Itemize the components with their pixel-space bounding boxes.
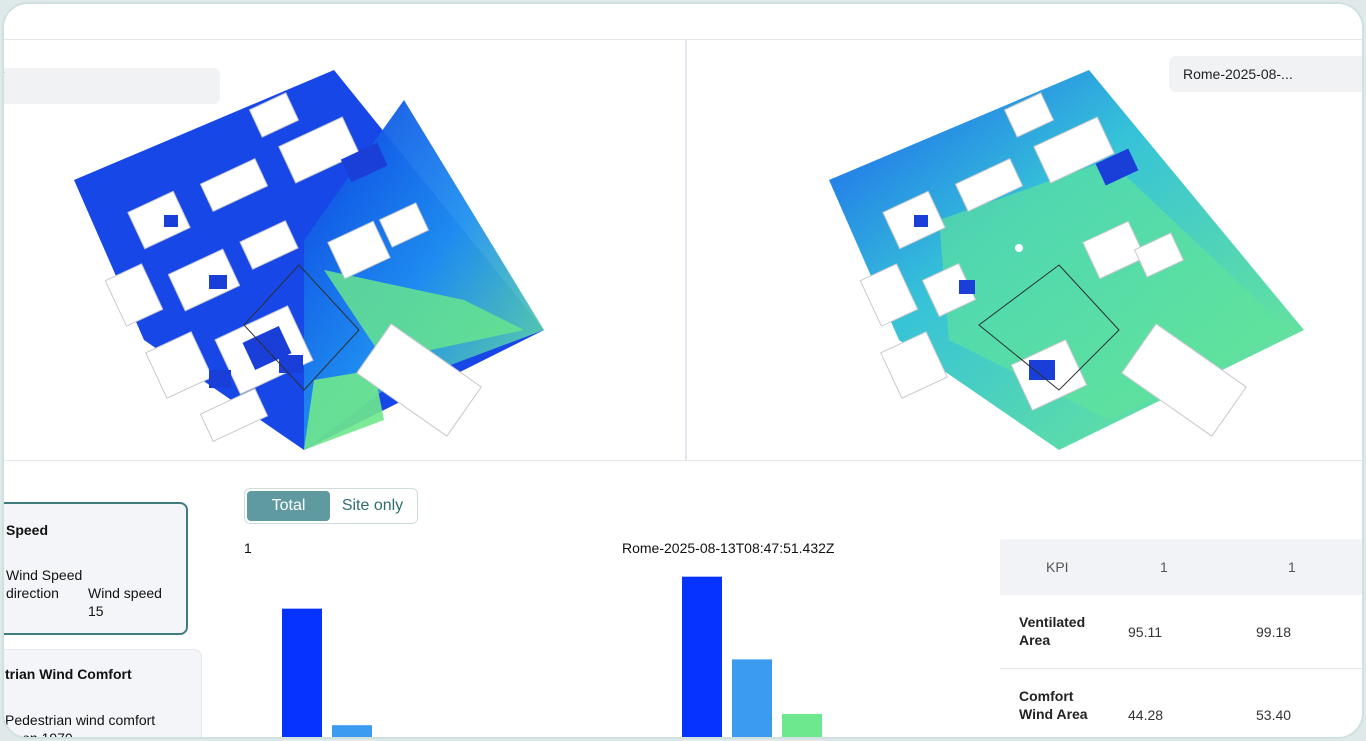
kpi-row-divider [1000,668,1362,669]
toggle-site-only[interactable]: Site only [341,497,404,514]
chart-right-label: Rome-2025-08-13T08:47:51.432Z [622,540,835,556]
wind-map-left[interactable] [4,40,687,460]
card-label: Wind speed [88,585,162,601]
card-title: trian Wind Comfort [5,666,132,682]
chart-bar [282,608,322,737]
kpi-row-name: Ventilated Area [1019,614,1086,648]
card-wind-speed[interactable]: Speed Wind Speed direction Wind speed 15 [4,502,188,635]
section-divider [4,460,1362,461]
top-bar [4,4,1362,40]
viewer-right[interactable]: Rome-2025-08-... [689,40,1364,460]
viewer-left[interactable] [4,40,687,460]
kpi-row-value: 99.18 [1256,624,1292,640]
card-line: Wind Speed [6,567,83,583]
wind-speed-value: 15 [88,603,104,619]
kpi-row-value: 53.40 [1256,707,1292,723]
chevron-down-icon [4,72,5,74]
simulation-select-right-value: Rome-2025-08-... [1183,66,1293,82]
chart-bar [682,576,722,737]
kpi-row-value: 95.11 [1128,624,1162,640]
chart-bar [782,713,822,737]
card-title: Speed [6,522,49,538]
kpi-table: KPI 1 1 Ventilated Area 95.11 99.18 Comf… [1000,539,1362,737]
card-pedestrian-comfort[interactable]: trian Wind Comfort Pedestrian wind comfo… [4,649,202,739]
kpi-header-col2: 1 [1288,559,1296,575]
chart-left-label: 1 [244,540,252,556]
chart-bar [732,659,772,737]
simulation-select-left[interactable] [4,68,220,104]
wind-comfort-chart [282,576,822,737]
kpi-header-kpi: KPI [1046,559,1069,575]
kpi-row-name: Comfort Wind Area [1019,688,1088,722]
wind-map-right[interactable] [689,40,1364,460]
simulation-select-right[interactable]: Rome-2025-08-... [1169,56,1362,92]
chart-bar [332,725,372,737]
kpi-row-value: 44.28 [1128,707,1164,723]
card-line: wson 1970 [5,730,73,739]
scope-toggle[interactable]: Total Site only [244,488,418,524]
card-label: direction [6,585,59,601]
toggle-total[interactable]: Total [247,491,331,521]
kpi-table-header [1000,539,1362,595]
card-line: Pedestrian wind comfort [5,712,156,728]
kpi-header-col1: 1 [1160,559,1168,575]
